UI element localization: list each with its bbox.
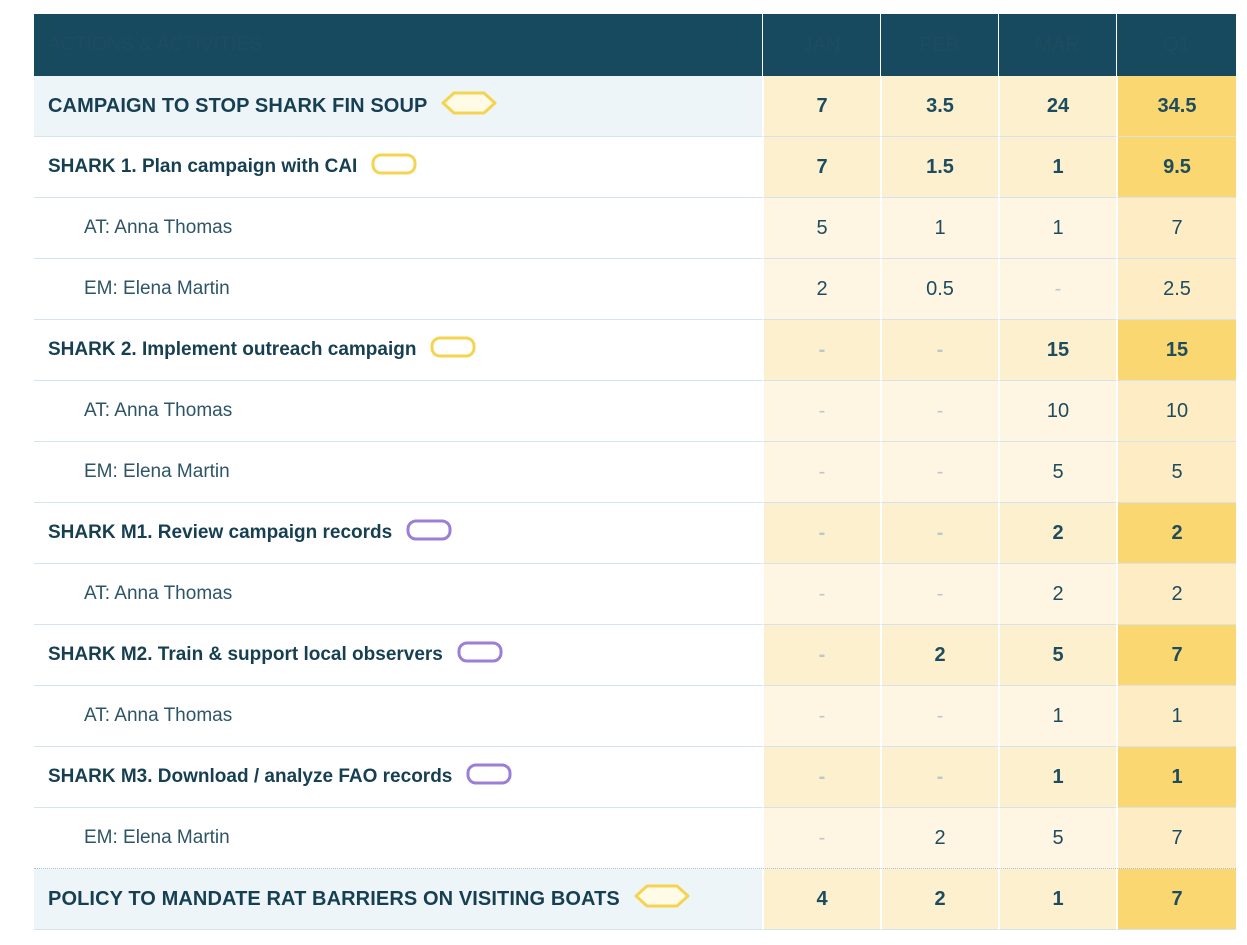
- value-cell-jan: -: [762, 503, 880, 564]
- value-cell-feb: 1.5: [880, 137, 998, 198]
- person-row-label: AT: Anna Thomas: [34, 198, 762, 259]
- row-label-text: SHARK M1. Review campaign records: [48, 522, 393, 543]
- row-label-text: SHARK M3. Download / analyze FAO records: [48, 766, 453, 787]
- value-cell-mar: 5: [998, 442, 1116, 503]
- pill-yellow-icon: [430, 335, 476, 365]
- row-label-text: SHARK M2. Train & support local observer…: [48, 644, 443, 665]
- value-cell-q1: 2.5: [1116, 259, 1236, 320]
- activity-row-label: SHARK 2. Implement outreach campaign: [34, 320, 762, 381]
- row-label-text: EM: Elena Martin: [84, 278, 230, 299]
- value-cell-jan: 7: [762, 137, 880, 198]
- row-label-text: AT: Anna Thomas: [84, 583, 233, 604]
- person-row-label: AT: Anna Thomas: [34, 564, 762, 625]
- hexagon-yellow-icon: [441, 90, 497, 122]
- row-label-text: POLICY TO MANDATE RAT BARRIERS ON VISITI…: [48, 887, 620, 910]
- pill-purple-icon: [406, 518, 452, 548]
- value-cell-mar: 2: [998, 503, 1116, 564]
- value-cell-jan: 5: [762, 198, 880, 259]
- value-cell-jan: -: [762, 808, 880, 869]
- value-cell-q1: 7: [1116, 808, 1236, 869]
- pill-purple-icon: [466, 762, 512, 792]
- value-cell-q1: 7: [1116, 869, 1236, 930]
- row-label-text: SHARK 2. Implement outreach campaign: [48, 339, 417, 360]
- value-cell-q1: 34.5: [1116, 76, 1236, 137]
- activities-table: ACTIONS & ACTIVITIES JAN FEB MAR Q1 CAMP…: [34, 14, 1236, 930]
- activity-row-label: SHARK 1. Plan campaign with CAI: [34, 137, 762, 198]
- row-label-text: AT: Anna Thomas: [84, 400, 233, 421]
- value-cell-q1: 5: [1116, 442, 1236, 503]
- value-cell-q1: 2: [1116, 503, 1236, 564]
- value-cell-jan: -: [762, 442, 880, 503]
- value-cell-jan: -: [762, 625, 880, 686]
- value-cell-feb: -: [880, 686, 998, 747]
- row-label-text: CAMPAIGN TO STOP SHARK FIN SOUP: [48, 94, 428, 117]
- value-cell-q1: 15: [1116, 320, 1236, 381]
- row-label-text: EM: Elena Martin: [84, 461, 230, 482]
- value-cell-feb: 2: [880, 869, 998, 930]
- pill-purple-icon: [457, 640, 503, 670]
- header-activities: ACTIONS & ACTIVITIES: [34, 14, 762, 76]
- value-cell-mar: 1: [998, 869, 1116, 930]
- value-cell-q1: 7: [1116, 198, 1236, 259]
- value-cell-mar: 1: [998, 198, 1116, 259]
- value-cell-jan: -: [762, 320, 880, 381]
- person-row-label: EM: Elena Martin: [34, 442, 762, 503]
- pill-yellow-icon: [371, 152, 417, 182]
- header-mar: MAR: [998, 14, 1116, 76]
- value-cell-mar: 1: [998, 686, 1116, 747]
- value-cell-mar: 15: [998, 320, 1116, 381]
- header-q1: Q1: [1116, 14, 1236, 76]
- person-row-label: AT: Anna Thomas: [34, 686, 762, 747]
- value-cell-feb: -: [880, 747, 998, 808]
- row-label-text: EM: Elena Martin: [84, 827, 230, 848]
- value-cell-q1: 7: [1116, 625, 1236, 686]
- header-feb: FEB: [880, 14, 998, 76]
- value-cell-mar: 5: [998, 808, 1116, 869]
- value-cell-jan: 7: [762, 76, 880, 137]
- value-cell-mar: 24: [998, 76, 1116, 137]
- value-cell-feb: 3.5: [880, 76, 998, 137]
- value-cell-feb: -: [880, 381, 998, 442]
- value-cell-jan: -: [762, 747, 880, 808]
- person-row-label: EM: Elena Martin: [34, 259, 762, 320]
- value-cell-jan: -: [762, 381, 880, 442]
- value-cell-mar: 10: [998, 381, 1116, 442]
- objective-row-label: CAMPAIGN TO STOP SHARK FIN SOUP: [34, 76, 762, 137]
- value-cell-q1: 1: [1116, 686, 1236, 747]
- row-label-text: AT: Anna Thomas: [84, 217, 233, 238]
- person-row-label: AT: Anna Thomas: [34, 381, 762, 442]
- value-cell-mar: 1: [998, 137, 1116, 198]
- value-cell-feb: 0.5: [880, 259, 998, 320]
- activity-row-label: SHARK M3. Download / analyze FAO records: [34, 747, 762, 808]
- activity-row-label: SHARK M1. Review campaign records: [34, 503, 762, 564]
- value-cell-mar: 1: [998, 747, 1116, 808]
- value-cell-feb: -: [880, 564, 998, 625]
- value-cell-mar: -: [998, 259, 1116, 320]
- value-cell-feb: 2: [880, 625, 998, 686]
- value-cell-jan: 2: [762, 259, 880, 320]
- header-jan: JAN: [762, 14, 880, 76]
- value-cell-feb: -: [880, 320, 998, 381]
- value-cell-q1: 9.5: [1116, 137, 1236, 198]
- value-cell-feb: -: [880, 442, 998, 503]
- row-label-text: SHARK 1. Plan campaign with CAI: [48, 156, 358, 177]
- objective-row-label: POLICY TO MANDATE RAT BARRIERS ON VISITI…: [34, 869, 762, 930]
- value-cell-q1: 10: [1116, 381, 1236, 442]
- activity-row-label: SHARK M2. Train & support local observer…: [34, 625, 762, 686]
- value-cell-jan: 4: [762, 869, 880, 930]
- value-cell-feb: 1: [880, 198, 998, 259]
- value-cell-q1: 1: [1116, 747, 1236, 808]
- value-cell-mar: 5: [998, 625, 1116, 686]
- value-cell-feb: -: [880, 503, 998, 564]
- value-cell-feb: 2: [880, 808, 998, 869]
- value-cell-jan: -: [762, 564, 880, 625]
- value-cell-jan: -: [762, 686, 880, 747]
- person-row-label: EM: Elena Martin: [34, 808, 762, 869]
- value-cell-q1: 2: [1116, 564, 1236, 625]
- hexagon-yellow-icon: [634, 883, 690, 915]
- row-label-text: AT: Anna Thomas: [84, 705, 233, 726]
- value-cell-mar: 2: [998, 564, 1116, 625]
